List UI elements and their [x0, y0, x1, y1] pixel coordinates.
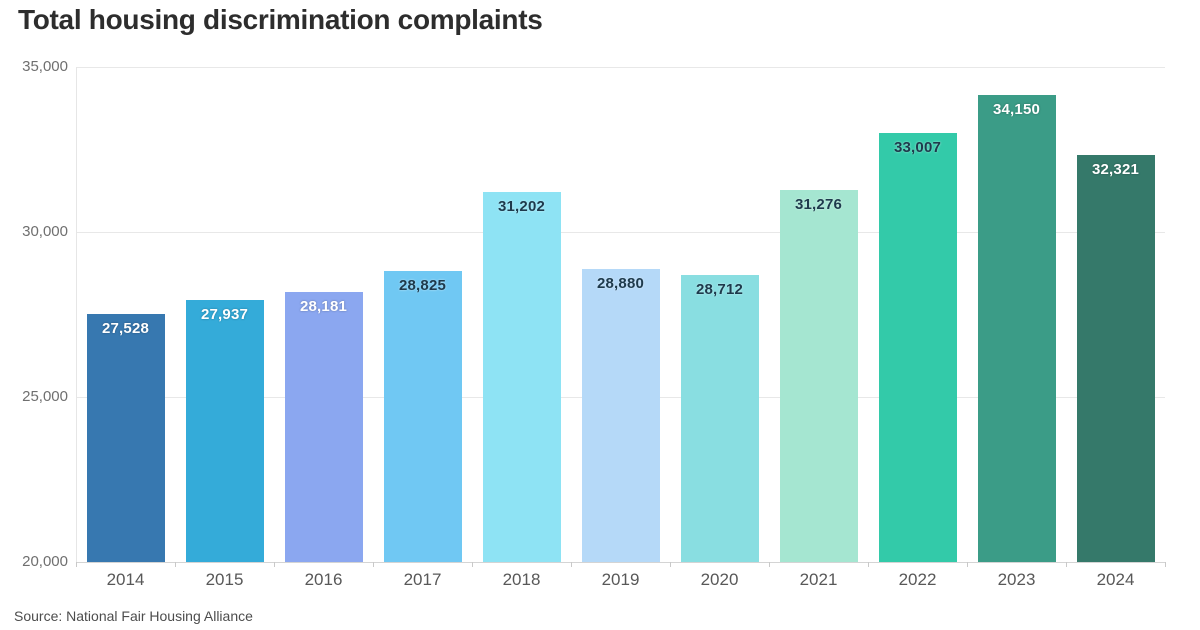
bar-value-2018: 31,202 [497, 198, 546, 216]
y-axis-labels: 20,000 25,000 30,000 35,000 [0, 58, 68, 570]
bar-value-2015: 27,937 [200, 306, 249, 324]
bar-value-2017: 28,825 [398, 276, 447, 294]
bar-value-2023: 34,150 [992, 101, 1041, 119]
x-axis-tick-5 [571, 562, 572, 567]
bar-value-2020: 28,712 [695, 280, 744, 298]
bar-value-2024: 32,321 [1091, 161, 1140, 179]
x-label-2018: 2018 [502, 570, 541, 589]
bar-2023: 34,150 [977, 95, 1056, 562]
x-label-2016: 2016 [304, 570, 343, 589]
x-label-2015: 2015 [205, 570, 244, 589]
x-axis-tick-11 [1165, 562, 1166, 567]
bar-2021: 31,276 [779, 189, 858, 562]
gridline-30000 [76, 232, 1165, 233]
x-axis-tick-2 [274, 562, 275, 567]
bar-value-2014: 27,528 [101, 319, 150, 337]
x-axis-tick-10 [1066, 562, 1067, 567]
bar-2015: 27,937 [185, 300, 264, 562]
x-axis-tick-7 [769, 562, 770, 567]
bar-2024: 32,321 [1076, 155, 1155, 562]
bar-value-2019: 28,880 [596, 274, 645, 292]
x-axis-tick-3 [373, 562, 374, 567]
x-label-2020: 2020 [700, 570, 739, 589]
y-tick-label-35000: 35,000 [22, 58, 68, 75]
bar-value-2022: 33,007 [893, 138, 942, 156]
x-axis-tick-8 [868, 562, 869, 567]
x-label-2024: 2024 [1096, 570, 1135, 589]
x-axis-labels: 2014 2015 2016 2017 2018 2019 2020 2021 2022 2023… [76, 570, 1165, 592]
bar-2017: 28,825 [383, 270, 462, 562]
source-note: Source: National Fair Housing Alliance [14, 608, 253, 624]
gridline-35000 [76, 67, 1165, 68]
x-label-2017: 2017 [403, 570, 442, 589]
bar-2018: 31,202 [482, 192, 561, 562]
x-label-2021: 2021 [799, 570, 838, 589]
bar-2014: 27,528 [86, 313, 165, 562]
chart-title: Total housing discrimination complaints [18, 4, 543, 35]
bar-value-2021: 31,276 [794, 195, 843, 213]
bar-2016: 28,181 [284, 292, 363, 562]
plot-area: 27,528 27,937 28,181 28,825 31,202 28,880 28,7… [76, 67, 1166, 567]
x-label-2014: 2014 [106, 570, 145, 589]
bar-2022: 33,007 [878, 132, 957, 562]
x-axis-tick-9 [967, 562, 968, 567]
y-tick-label-25000: 25,000 [22, 388, 68, 405]
bar-value-2016: 28,181 [299, 298, 348, 316]
x-axis-tick-6 [670, 562, 671, 567]
gridline-20000 [76, 562, 1165, 563]
x-axis-tick-0 [76, 562, 77, 567]
y-tick-label-30000: 30,000 [22, 223, 68, 240]
x-label-2022: 2022 [898, 570, 937, 589]
x-label-2023: 2023 [997, 570, 1036, 589]
x-axis-tick-1 [175, 562, 176, 567]
y-tick-label-20000: 20,000 [22, 553, 68, 570]
x-axis-tick-4 [472, 562, 473, 567]
x-label-2019: 2019 [601, 570, 640, 589]
bar-2019: 28,880 [581, 268, 660, 562]
bar-2020: 28,712 [680, 274, 759, 562]
y-axis-line [76, 67, 77, 562]
